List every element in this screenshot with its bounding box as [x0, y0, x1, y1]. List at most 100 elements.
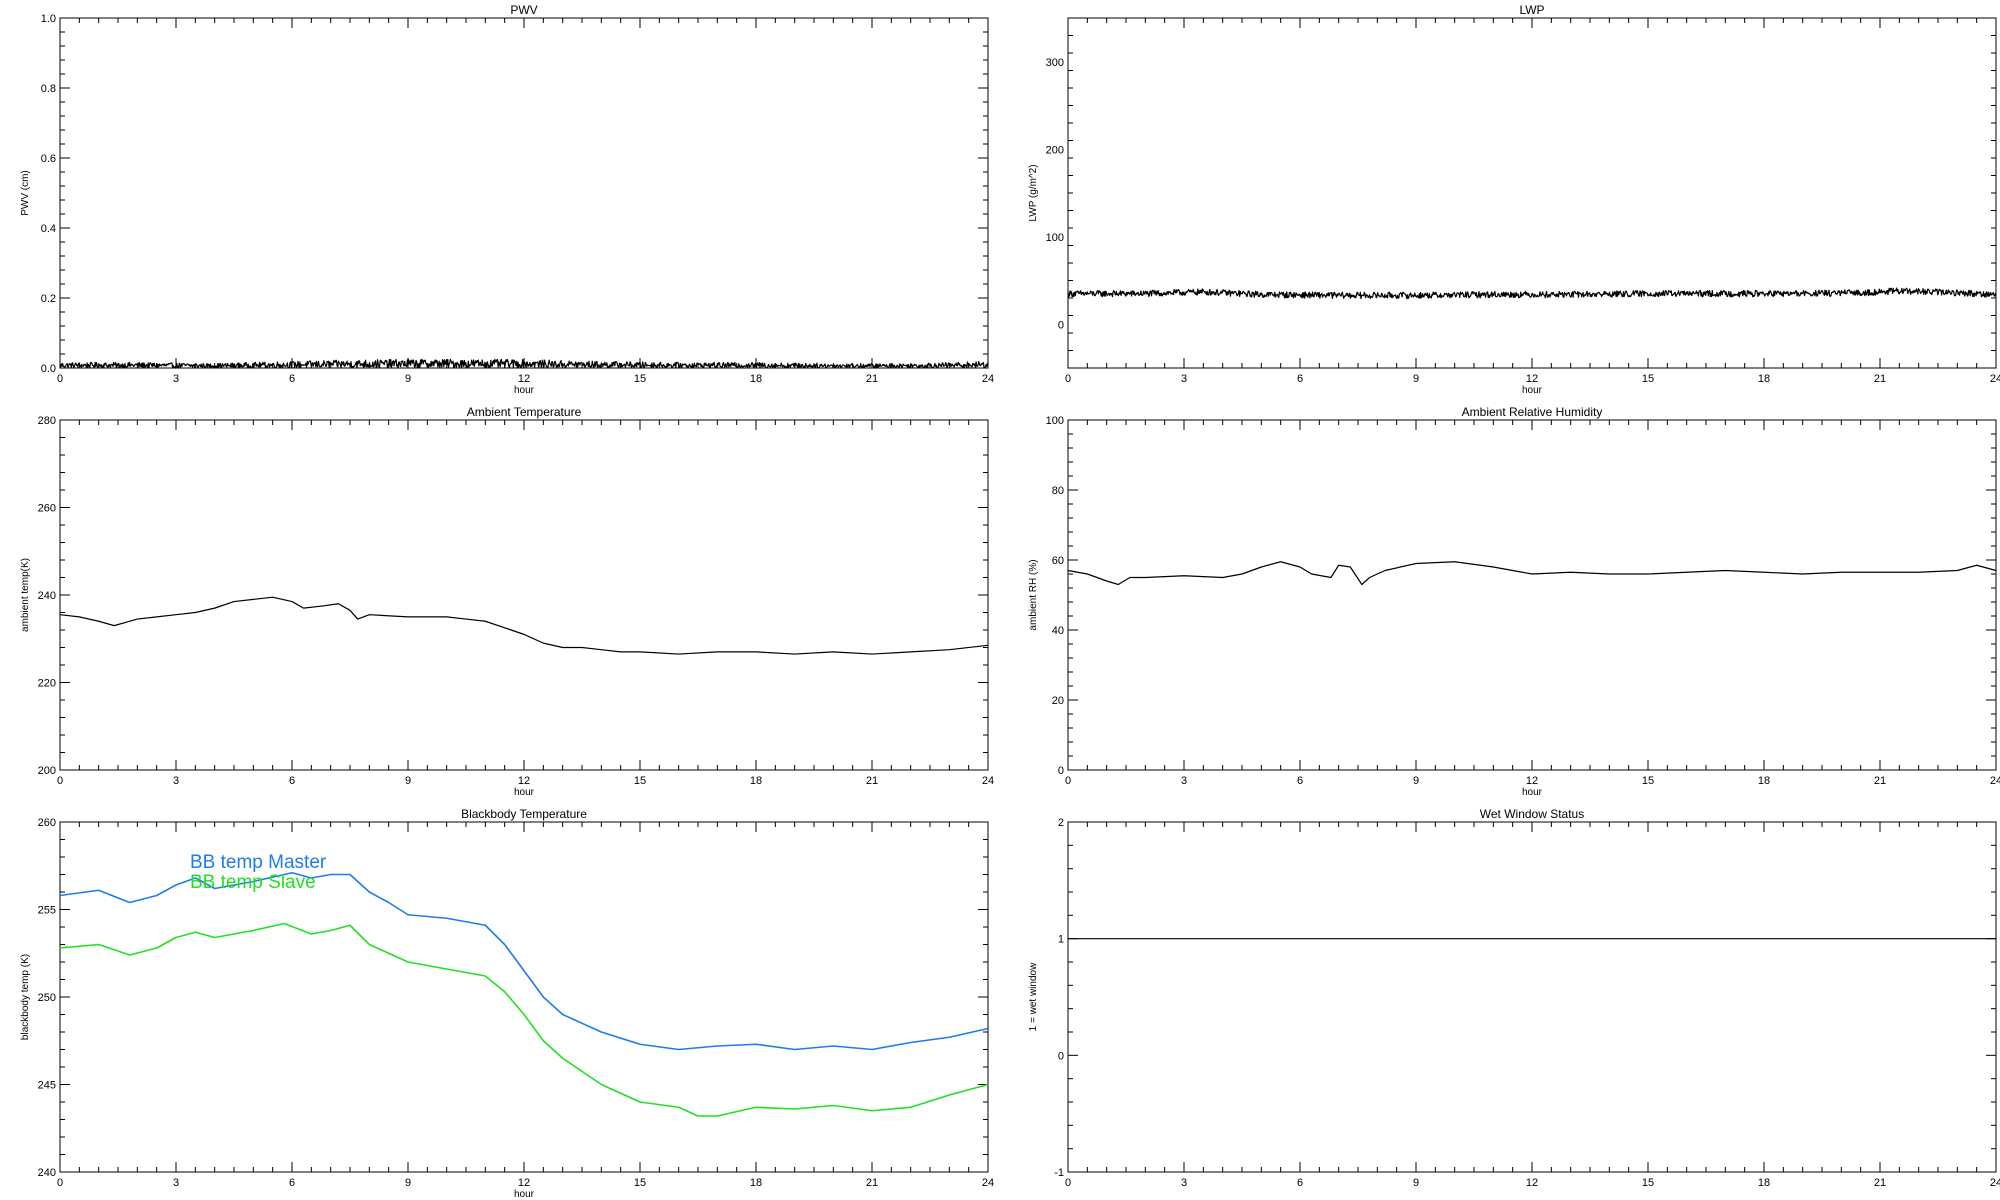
x-tick-label: 18 [750, 1177, 762, 1189]
x-tick-label: 15 [634, 373, 646, 385]
x-tick-label: 6 [289, 373, 295, 385]
x-tick-label: 6 [1297, 1177, 1303, 1189]
y-tick-label: 100 [1046, 415, 1064, 427]
series-line [59, 358, 989, 369]
y-tick-label: 40 [1052, 625, 1064, 637]
chart-panel-2: 0 3 6 9 12 15 18 21 24 0 100 200 300 LWP hour LWP (g/m^… [1028, 3, 2000, 396]
panel-title: Blackbody Temperature [461, 807, 587, 821]
x-tick-label: 18 [750, 775, 762, 787]
y-tick-label: 260 [38, 503, 56, 515]
y-tick-label: -1 [1054, 1167, 1064, 1179]
x-tick-label: 24 [982, 775, 994, 787]
y-tick-label: 0.8 [41, 83, 56, 95]
x-axis-label: hour [514, 385, 535, 396]
chart-panel-1: 0 3 6 9 12 15 18 21 24 0.0 0.2 0.4 0.6 0.8 1.0 PWV hour P… [20, 3, 994, 396]
x-tick-label: 0 [1065, 373, 1071, 385]
x-tick-label: 21 [866, 373, 878, 385]
panel-title: PWV [510, 3, 537, 17]
x-tick-label: 21 [1874, 373, 1886, 385]
x-tick-label: 15 [1642, 1177, 1654, 1189]
x-tick-label: 24 [1990, 775, 2000, 787]
x-tick-label: 3 [1181, 373, 1187, 385]
y-tick-label: 0 [1058, 1050, 1064, 1062]
x-tick-label: 12 [518, 1177, 530, 1189]
y-axis-label: LWP (g/m^2) [1028, 164, 1039, 221]
x-tick-label: 0 [57, 1177, 63, 1189]
x-tick-label: 21 [866, 775, 878, 787]
y-tick-label: 260 [38, 817, 56, 829]
series-line [1067, 561, 1997, 586]
plot-frame [59, 419, 989, 771]
x-tick-label: 18 [1758, 775, 1770, 787]
x-tick-label: 15 [1642, 373, 1654, 385]
x-axis-label: hour [1522, 787, 1543, 798]
x-tick-label: 3 [173, 775, 179, 787]
y-tick-label: 280 [38, 415, 56, 427]
x-tick-label: 9 [405, 775, 411, 787]
x-tick-label: 18 [1758, 1177, 1770, 1189]
x-tick-label: 15 [634, 1177, 646, 1189]
y-tick-label: 240 [38, 590, 56, 602]
x-tick-label: 21 [1874, 775, 1886, 787]
series-line [59, 596, 989, 655]
x-tick-label: 24 [1990, 373, 2000, 385]
x-tick-label: 12 [518, 373, 530, 385]
y-tick-label: 245 [38, 1080, 56, 1092]
x-tick-label: 24 [1990, 1177, 2000, 1189]
x-tick-label: 6 [1297, 373, 1303, 385]
x-axis-label: hour [514, 787, 535, 798]
y-tick-label: 0.4 [41, 223, 56, 235]
y-axis-label: ambient RH (%) [1028, 559, 1039, 630]
series-line [1067, 287, 1997, 300]
x-tick-label: 12 [1526, 1177, 1538, 1189]
y-tick-label: 250 [38, 992, 56, 1004]
y-axis-label: blackbody temp (K) [20, 954, 31, 1040]
y-tick-label: 80 [1052, 485, 1064, 497]
x-tick-label: 9 [405, 373, 411, 385]
x-tick-label: 3 [1181, 1177, 1187, 1189]
chart-panel-5: 0 3 6 9 12 15 18 21 24 240 245 250 255 260 Blackbody T… [20, 807, 994, 1200]
legend-entry: BB temp Slave [190, 872, 316, 893]
y-tick-label: 0.6 [41, 153, 56, 165]
x-tick-label: 3 [173, 1177, 179, 1189]
x-tick-label: 3 [173, 373, 179, 385]
x-tick-label: 0 [57, 775, 63, 787]
y-tick-label: 0.2 [41, 293, 56, 305]
plot-frame [1067, 419, 1997, 771]
series-line-bb-temp-slave [59, 922, 989, 1117]
y-tick-label: 100 [1046, 232, 1064, 244]
x-tick-label: 18 [750, 373, 762, 385]
y-axis-label: ambient temp(K) [20, 558, 31, 632]
y-tick-label: 220 [38, 678, 56, 690]
x-tick-label: 3 [1181, 775, 1187, 787]
y-tick-label: 2 [1058, 817, 1064, 829]
chart-panel-3: 0 3 6 9 12 15 18 21 24 200 220 240 260 280 Ambient Tem… [20, 405, 994, 798]
x-tick-label: 9 [1413, 775, 1419, 787]
panel-title: Wet Window Status [1480, 807, 1584, 821]
legend-entry: BB temp Master [190, 852, 327, 873]
x-tick-label: 24 [982, 1177, 994, 1189]
y-tick-label: 0.0 [41, 363, 56, 375]
x-tick-label: 15 [634, 775, 646, 787]
x-tick-label: 12 [1526, 775, 1538, 787]
plot-frame [1067, 821, 1997, 1173]
x-axis-label: hour [1522, 385, 1543, 396]
y-tick-label: 200 [1046, 144, 1064, 156]
panel-title: Ambient Relative Humidity [1462, 405, 1603, 419]
x-tick-label: 18 [1758, 373, 1770, 385]
panel-title: LWP [1519, 3, 1544, 17]
x-tick-label: 24 [982, 373, 994, 385]
plot-frame [59, 17, 989, 369]
x-tick-label: 15 [1642, 775, 1654, 787]
y-tick-label: 0 [1058, 319, 1064, 331]
y-tick-label: 255 [38, 905, 56, 917]
x-tick-label: 0 [1065, 1177, 1071, 1189]
x-tick-label: 12 [1526, 373, 1538, 385]
x-tick-label: 0 [1065, 775, 1071, 787]
x-tick-label: 12 [518, 775, 530, 787]
x-tick-label: 21 [1874, 1177, 1886, 1189]
chart-panel-4: 0 3 6 9 12 15 18 21 24 0 20 40 60 80 100 Ambient Relati… [1028, 405, 2000, 798]
y-tick-label: 240 [38, 1167, 56, 1179]
